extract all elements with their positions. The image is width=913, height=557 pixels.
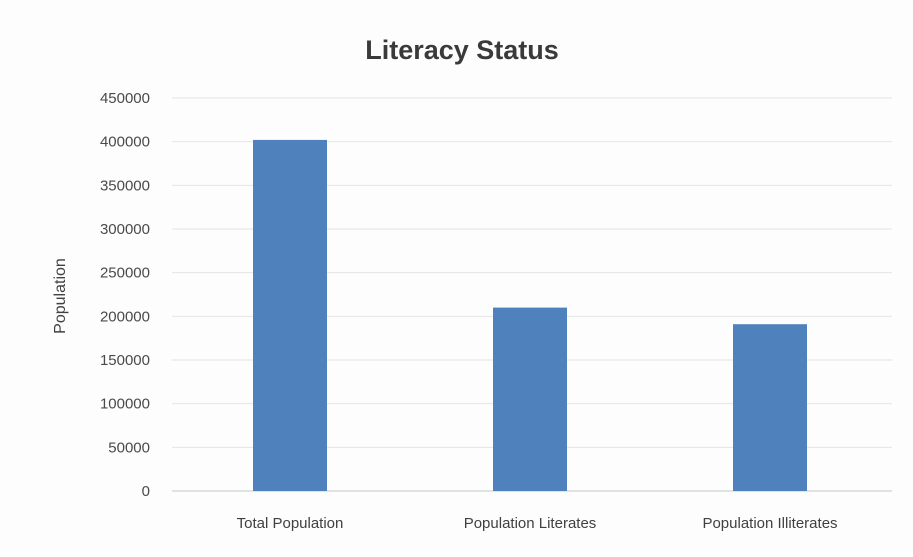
y-tick-label: 250000: [100, 265, 150, 282]
y-tick-label: 400000: [100, 134, 150, 151]
y-tick-label: 300000: [100, 221, 150, 238]
x-axis-categories: Total Population Population Literates Popu…: [237, 515, 838, 532]
chart-title: Literacy Status: [365, 35, 559, 65]
y-tick-label: 50000: [108, 439, 150, 456]
y-tick-label: 0: [142, 483, 150, 500]
y-axis-ticks: 0 50000 100000 150000 200000 250000 300000 3500…: [100, 90, 150, 500]
x-category-label: Total Population: [237, 515, 344, 532]
y-tick-label: 150000: [100, 352, 150, 369]
y-axis-label: Population: [52, 258, 69, 334]
bars: [253, 139, 807, 492]
bar: [733, 324, 807, 491]
y-tick-label: 450000: [100, 90, 150, 107]
y-tick-label: 350000: [100, 177, 150, 194]
bar: [253, 139, 327, 492]
y-tick-label: 100000: [100, 396, 150, 413]
x-category-label: Population Illiterates: [702, 515, 837, 532]
y-tick-label: 200000: [100, 308, 150, 325]
bar: [493, 307, 567, 491]
x-category-label: Population Literates: [464, 515, 597, 532]
